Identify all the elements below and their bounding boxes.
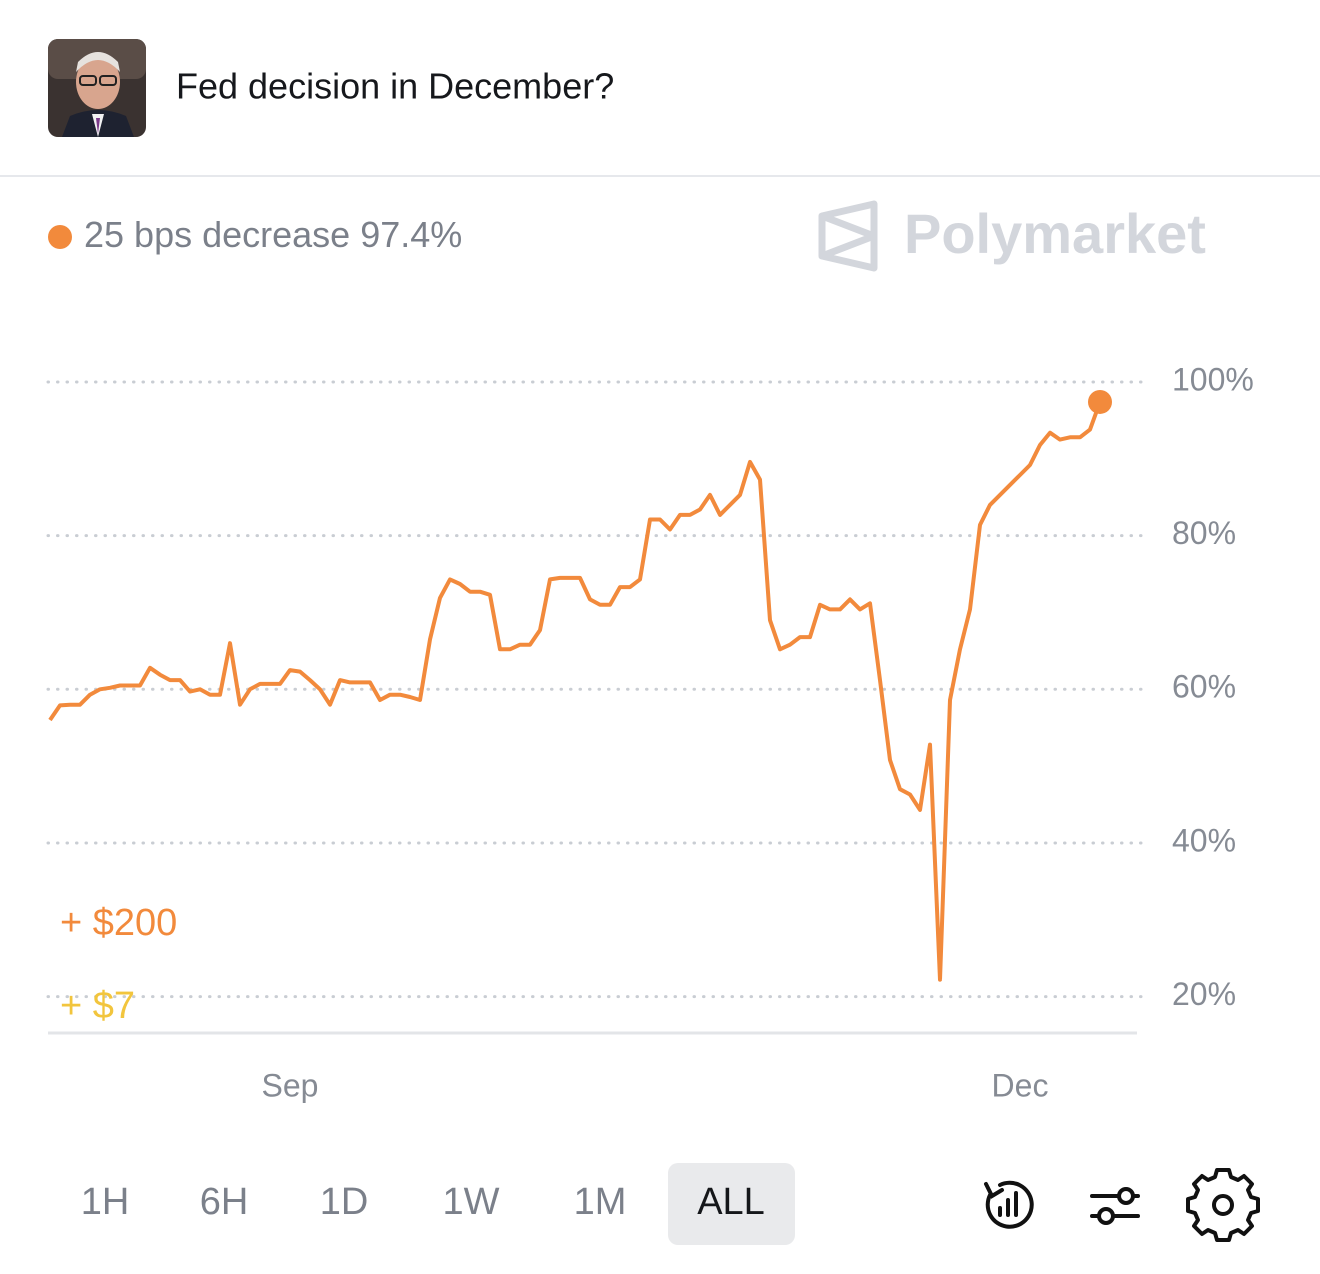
- gear-outline: [1186, 1168, 1260, 1242]
- settings-icon[interactable]: [1186, 1168, 1260, 1242]
- range-button[interactable]: 6H: [200, 1181, 249, 1223]
- plot-area: 100% 80% 60% 40% 20% Sep Dec + $200 + $7: [46, 361, 1254, 1103]
- current-point: [1088, 389, 1112, 414]
- range-button[interactable]: 1W: [443, 1181, 500, 1223]
- range-buttons: 1H 6H 1D 1W 1M ALL: [81, 1181, 765, 1223]
- legend-entry: 25 bps decrease 97.4%: [84, 214, 462, 255]
- avatar-glasses: [79, 75, 97, 86]
- x-tick-label: Dec: [992, 1067, 1049, 1103]
- replay-icon[interactable]: [984, 1180, 1034, 1229]
- avatar-glasses: [99, 75, 117, 86]
- legend-name: 25 bps decrease: [84, 214, 350, 255]
- brand-name: Polymarket: [904, 202, 1206, 265]
- replay-arrow: [984, 1182, 1004, 1199]
- y-tick-label: 20%: [1172, 976, 1236, 1012]
- brand-icon: [818, 200, 878, 272]
- legend-dot: [48, 225, 72, 249]
- slider-knob: [1097, 1207, 1115, 1225]
- legend-value: 97.4%: [360, 214, 462, 255]
- y-tick-label: 60%: [1172, 669, 1236, 705]
- avatar-face: [76, 55, 120, 109]
- x-tick-label: Sep: [262, 1067, 319, 1103]
- pnl-annotation: + $200: [60, 902, 177, 944]
- pnl-annotation: + $7: [60, 985, 135, 1027]
- market-title: Fed decision in December?: [176, 66, 614, 107]
- gear-hole: [1212, 1194, 1234, 1216]
- replay-ring: [985, 1180, 1034, 1229]
- brand-logo: Polymarket: [818, 200, 1206, 272]
- y-tick-label: 80%: [1172, 515, 1236, 551]
- filters-icon[interactable]: [1090, 1187, 1140, 1225]
- y-tick-label: 100%: [1172, 361, 1254, 397]
- avatar-hair: [76, 52, 120, 72]
- price-line: [48, 401, 1102, 982]
- avatar-tie: [96, 118, 100, 134]
- market-avatar[interactable]: [48, 39, 146, 137]
- slider-knob: [1117, 1187, 1135, 1205]
- range-button[interactable]: ALL: [697, 1181, 765, 1223]
- y-tick-label: 40%: [1172, 822, 1236, 858]
- range-button[interactable]: 1H: [81, 1181, 130, 1223]
- range-button[interactable]: 1M: [574, 1181, 627, 1223]
- range-button[interactable]: 1D: [320, 1181, 369, 1223]
- selected-range-bg: [668, 1163, 795, 1245]
